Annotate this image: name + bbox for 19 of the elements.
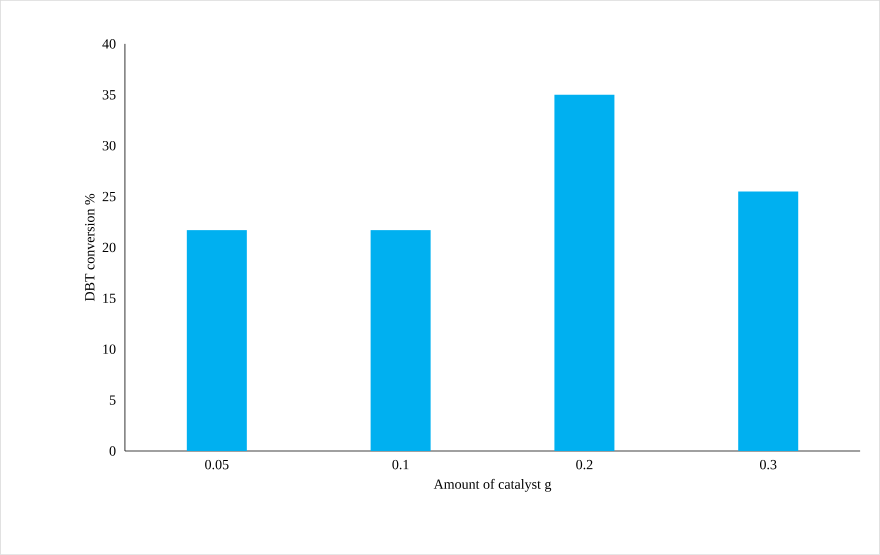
- x-tick-label: 0.3: [760, 460, 776, 470]
- y-tick-label: 30: [102, 140, 116, 150]
- x-tick-label: 0.2: [576, 460, 592, 470]
- y-tick-label: 35: [102, 90, 116, 100]
- y-tick-label: 25: [102, 192, 116, 202]
- y-tick-label: 10: [103, 344, 116, 354]
- y-tick-label: 15: [103, 294, 116, 304]
- bar: [370, 230, 431, 452]
- y-tick-label: 5: [110, 395, 116, 405]
- y-tick-label: 20: [102, 242, 116, 252]
- x-axis-title: Amount of catalyst g: [434, 478, 552, 492]
- bar: [186, 230, 247, 452]
- bar: [738, 192, 798, 452]
- bar: [554, 94, 614, 452]
- y-tick-label: 40: [102, 39, 116, 49]
- x-tick-label: 0.05: [205, 460, 229, 470]
- y-tick-label: 0: [110, 446, 116, 456]
- x-tick-label: 0.1: [392, 460, 409, 470]
- y-axis-title: DBT conversion %: [85, 194, 95, 302]
